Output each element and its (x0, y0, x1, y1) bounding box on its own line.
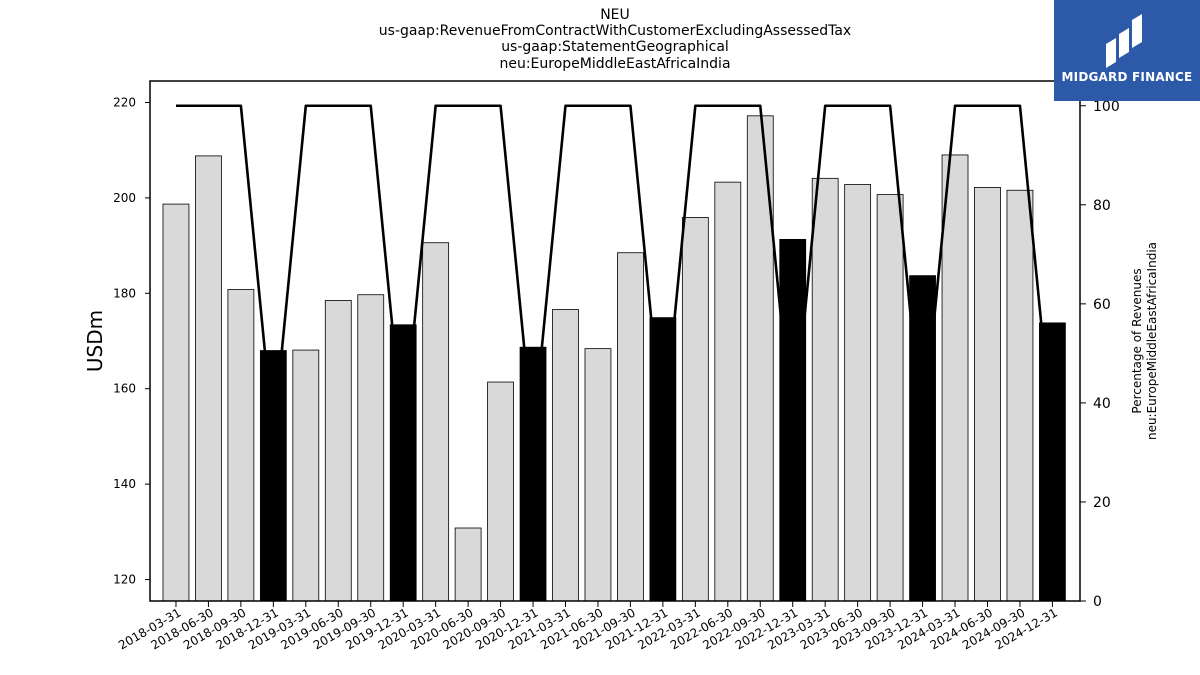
brand-name: MIDGARD FINANCE (1061, 70, 1193, 84)
y-tick-label: 160 (113, 382, 136, 396)
bar (714, 181, 742, 602)
y-tick-label: 140 (113, 477, 136, 491)
y2-tick-label: 60 (1093, 297, 1111, 313)
bar (292, 349, 320, 602)
bar (357, 294, 385, 602)
y2-tick-label: 80 (1093, 198, 1111, 214)
midgard-logo-icon (1106, 14, 1142, 68)
bar (422, 242, 450, 602)
bar (487, 381, 514, 602)
bar (649, 317, 677, 602)
chart-title-line-1: NEU (600, 7, 630, 23)
bar (941, 154, 969, 602)
y2-axis-label: Percentage of Revenues (1130, 268, 1144, 413)
bar (876, 194, 904, 602)
chart-title-line-3: us-gaap:StatementGeographical (501, 39, 729, 55)
bar (1006, 189, 1034, 602)
bar (779, 238, 807, 602)
bar (195, 155, 222, 602)
y2-tick-label: 40 (1093, 396, 1111, 412)
y-tick-label: 220 (113, 95, 136, 109)
bar (681, 217, 709, 602)
y2-axis-label: neu:EuropeMiddleEastAfricaIndia (1145, 242, 1159, 440)
bar (974, 186, 1001, 602)
bar (259, 350, 287, 602)
chart-title-line-2: us-gaap:RevenueFromContractWithCustomerE… (378, 23, 852, 39)
bar (811, 177, 839, 602)
bar (552, 309, 579, 602)
chart-title-line-4: neu:EuropeMiddleEastAfricaIndia (499, 56, 731, 72)
bar (617, 252, 644, 602)
bar (454, 527, 482, 602)
percentage-line (175, 104, 1054, 439)
brand-logo: MIDGARD FINANCE (1054, 0, 1200, 101)
bar (324, 300, 352, 602)
y-tick-label: 180 (113, 286, 136, 300)
y2-tick-label: 100 (1093, 99, 1120, 115)
y-tick-label: 200 (113, 191, 136, 205)
bar (227, 289, 255, 602)
bar (584, 348, 612, 602)
bar (162, 203, 190, 602)
y-axis-label: USDm (83, 310, 107, 372)
bar (844, 184, 872, 602)
y2-tick-label: 20 (1093, 495, 1111, 511)
bar (1039, 322, 1066, 602)
bar (389, 324, 417, 602)
bar (519, 346, 547, 602)
plot-frame (149, 80, 1081, 602)
y-tick-label: 120 (113, 573, 136, 587)
y2-tick-label: 0 (1093, 594, 1102, 610)
